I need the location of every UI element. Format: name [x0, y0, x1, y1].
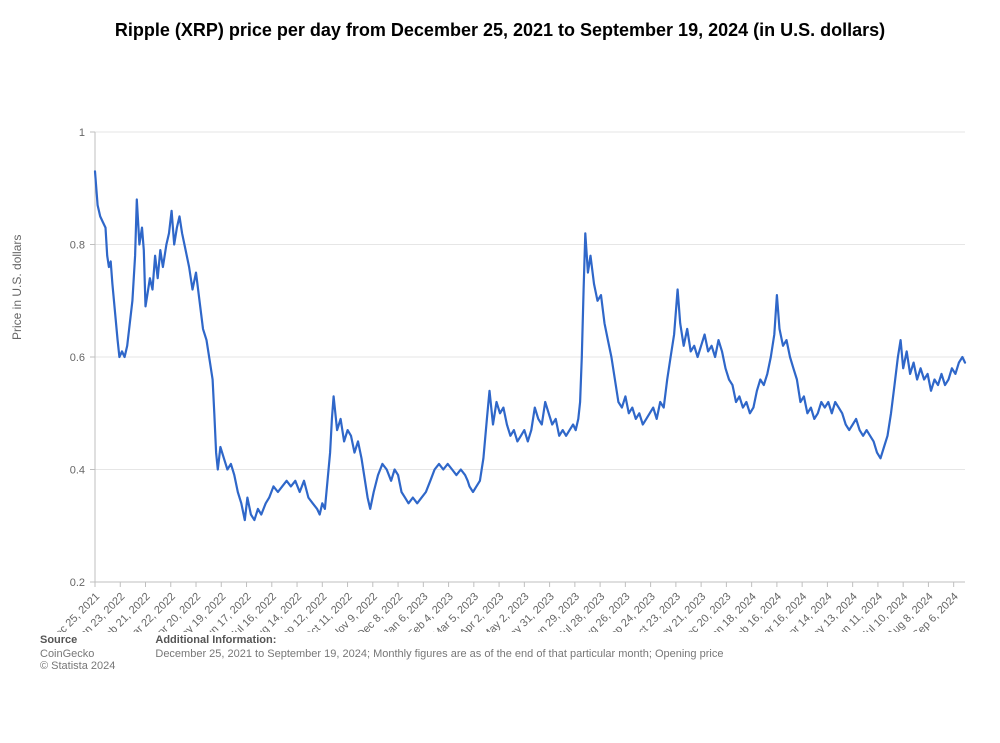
source-label: Source: [40, 634, 115, 646]
svg-text:0.8: 0.8: [70, 240, 85, 252]
chart-container: Ripple (XRP) price per day from December…: [0, 0, 1000, 743]
info-block: Additional Information: December 25, 202…: [155, 634, 723, 672]
source-text: CoinGecko: [40, 648, 115, 660]
chart-title: Ripple (XRP) price per day from December…: [0, 0, 1000, 42]
svg-text:1: 1: [79, 127, 85, 139]
info-label: Additional Information:: [155, 634, 723, 646]
copyright-text: © Statista 2024: [40, 660, 115, 672]
svg-text:0.2: 0.2: [70, 577, 85, 589]
chart-footer: Source CoinGecko © Statista 2024 Additio…: [0, 632, 1000, 672]
line-chart: 0.20.40.60.81Dec 25, 2021Jan 23, 2022Feb…: [0, 42, 1000, 632]
y-axis-label: Price in U.S. dollars: [10, 235, 24, 340]
svg-text:0.4: 0.4: [70, 465, 85, 477]
info-text: December 25, 2021 to September 19, 2024;…: [155, 648, 723, 660]
source-block: Source CoinGecko © Statista 2024: [40, 634, 115, 672]
svg-text:0.6: 0.6: [70, 352, 85, 364]
